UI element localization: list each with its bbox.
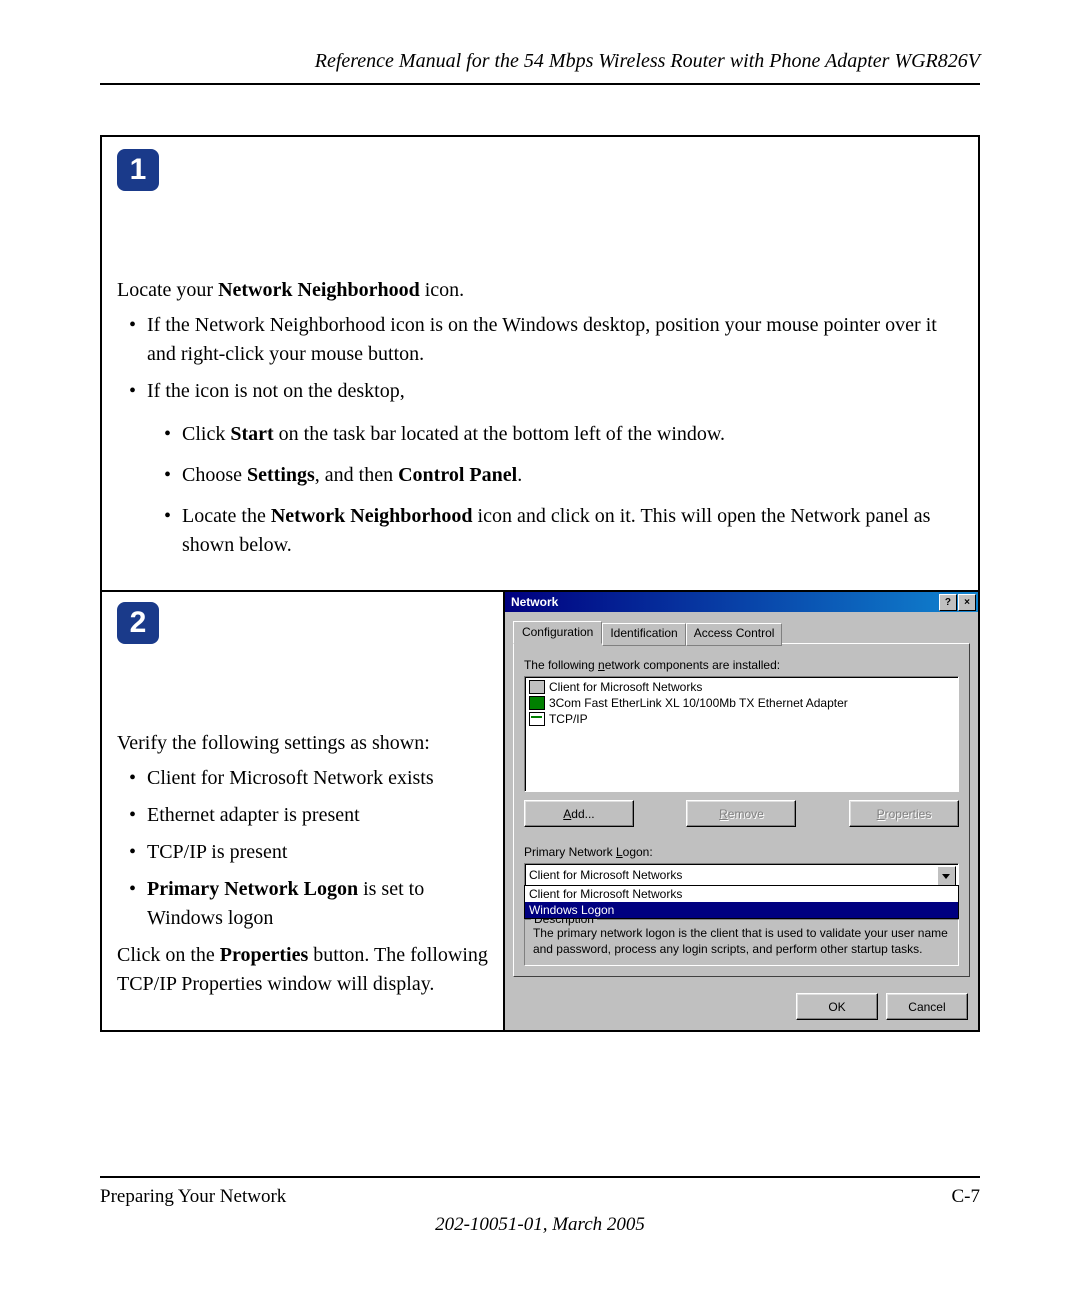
text: Locate your xyxy=(117,279,218,301)
dropdown-option[interactable]: Client for Microsoft Networks xyxy=(525,886,958,902)
bold-text: Primary Network Logon xyxy=(147,878,358,900)
primary-logon-combo[interactable]: Client for Microsoft Networks xyxy=(524,863,959,887)
bullet: Client for Microsoft Network exists xyxy=(147,764,488,793)
bold-text: Control Panel xyxy=(398,464,517,486)
text: emove xyxy=(728,807,764,821)
bullet: Ethernet adapter is present xyxy=(147,801,488,830)
close-button[interactable]: × xyxy=(958,594,976,611)
text: The following xyxy=(524,658,598,672)
text: Primary Network xyxy=(524,845,616,859)
network-dialog: Network ? × Configuration Identification… xyxy=(505,592,978,1030)
text: Click xyxy=(182,423,230,445)
components-listbox[interactable]: Client for Microsoft Networks 3Com Fast … xyxy=(524,676,959,792)
step-1: 1 Locate your Network Neighborhood icon.… xyxy=(102,137,978,592)
dropdown-option-selected[interactable]: Windows Logon xyxy=(525,902,958,918)
text: roperties xyxy=(885,807,932,821)
text: etwork components are installed: xyxy=(605,658,780,672)
text: Click on the xyxy=(117,944,220,966)
list-item-label: TCP/IP xyxy=(549,712,588,726)
bold-text: Network Neighborhood xyxy=(271,505,473,527)
bullet: If the icon is not on the desktop, Click… xyxy=(147,377,963,560)
text: icon. xyxy=(420,279,464,301)
remove-button[interactable]: Remove xyxy=(686,800,796,827)
step-1-badge: 1 xyxy=(117,149,159,191)
bullet: If the Network Neighborhood icon is on t… xyxy=(147,311,963,369)
text: If the icon is not on the desktop, xyxy=(147,380,405,402)
click-properties-text: Click on the Properties button. The foll… xyxy=(117,941,488,999)
list-item-tcpip[interactable]: TCP/IP xyxy=(527,711,956,727)
page-footer: Preparing Your Network C-7 202-10051-01,… xyxy=(100,1176,980,1236)
page-header: Reference Manual for the 54 Mbps Wireles… xyxy=(100,50,980,85)
ok-button[interactable]: OK xyxy=(796,993,878,1020)
text: dd... xyxy=(571,807,594,821)
add-button[interactable]: Add... xyxy=(524,800,634,827)
hotkey: R xyxy=(719,807,728,821)
footer-section: Preparing Your Network xyxy=(100,1186,286,1208)
step-1-intro: Locate your Network Neighborhood icon. xyxy=(117,276,963,305)
protocol-icon xyxy=(529,712,545,726)
list-item-client[interactable]: Client for Microsoft Networks xyxy=(527,679,956,695)
help-button[interactable]: ? xyxy=(939,594,957,611)
bullet: Primary Network Logon is set to Windows … xyxy=(147,875,488,933)
components-label: The following network components are ins… xyxy=(524,658,959,672)
text: on the task bar located at the bottom le… xyxy=(274,423,725,445)
step-2-badge: 2 xyxy=(117,602,159,644)
primary-logon-dropdown: Client for Microsoft Networks Windows Lo… xyxy=(524,885,959,919)
bold-text: Properties xyxy=(220,944,309,966)
dialog-title: Network xyxy=(507,595,558,609)
text: Choose xyxy=(182,464,247,486)
adapter-icon xyxy=(529,696,545,710)
footer-page: C-7 xyxy=(952,1186,981,1208)
hotkey: L xyxy=(616,845,623,859)
bold-text: Network Neighborhood xyxy=(218,279,420,301)
tab-configuration[interactable]: Configuration xyxy=(513,621,602,644)
list-item-adapter[interactable]: 3Com Fast EtherLink XL 10/100Mb TX Ether… xyxy=(527,695,956,711)
verify-intro: Verify the following settings as shown: xyxy=(117,729,488,758)
sub-bullet: Click Start on the task bar located at t… xyxy=(182,420,963,449)
text: . xyxy=(517,464,522,486)
bold-text: Settings xyxy=(247,464,315,486)
hotkey: n xyxy=(598,658,605,672)
content-frame: 1 Locate your Network Neighborhood icon.… xyxy=(100,135,980,1032)
sub-bullet: Locate the Network Neighborhood icon and… xyxy=(182,502,963,560)
text: Locate the xyxy=(182,505,271,527)
bullet: TCP/IP is present xyxy=(147,838,488,867)
hotkey: P xyxy=(877,807,885,821)
tab-panel: The following network components are ins… xyxy=(513,643,970,977)
chevron-down-icon[interactable] xyxy=(937,866,956,886)
list-item-label: Client for Microsoft Networks xyxy=(549,680,702,694)
properties-button[interactable]: Properties xyxy=(849,800,959,827)
text: , and then xyxy=(315,464,398,486)
client-icon xyxy=(529,680,545,694)
primary-logon-label: Primary Network Logon: xyxy=(524,845,959,859)
bold-text: Start xyxy=(230,423,273,445)
dialog-titlebar[interactable]: Network ? × xyxy=(505,592,978,612)
combo-value: Client for Microsoft Networks xyxy=(529,868,682,882)
description-text: The primary network logon is the client … xyxy=(533,926,950,957)
footer-doc-id: 202-10051-01, March 2005 xyxy=(100,1214,980,1236)
sub-bullet: Choose Settings, and then Control Panel. xyxy=(182,461,963,490)
description-group: Description The primary network logon is… xyxy=(524,919,959,966)
tab-strip: Configuration Identification Access Cont… xyxy=(513,621,970,644)
text: ogon: xyxy=(623,845,653,859)
cancel-button[interactable]: Cancel xyxy=(886,993,968,1020)
tab-identification[interactable]: Identification xyxy=(602,623,685,646)
step-2: 2 Verify the following settings as shown… xyxy=(102,592,978,1030)
list-item-label: 3Com Fast EtherLink XL 10/100Mb TX Ether… xyxy=(549,696,848,710)
tab-access-control[interactable]: Access Control xyxy=(686,623,783,646)
